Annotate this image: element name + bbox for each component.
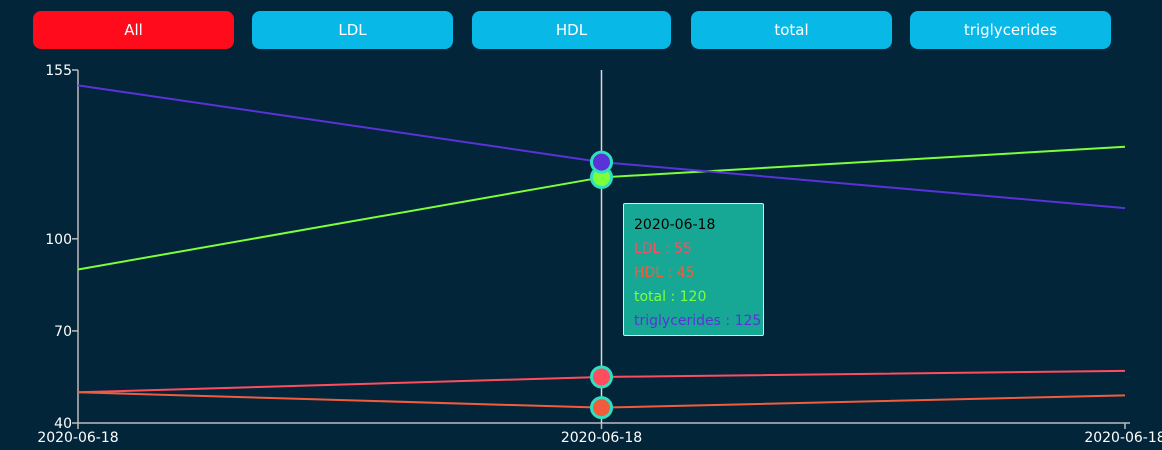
filter-bar: All LDL HDL total triglycerides (0, 0, 1162, 60)
hover-point-triglycerides (590, 150, 613, 174)
y-tick-label-100: 100 (45, 232, 72, 248)
y-tick-label-155: 155 (45, 63, 72, 79)
tooltip-line-hdl: HDL : 45 (634, 265, 695, 281)
chart-tooltip: 2020-06-18 LDL : 55 HDL : 45 total : 120… (623, 203, 764, 336)
tooltip-line-total: total : 120 (634, 289, 707, 305)
filter-total-button[interactable]: total (691, 11, 892, 49)
filter-triglycerides-button[interactable]: triglycerides (910, 11, 1111, 49)
y-tick-label-70: 70 (54, 324, 72, 340)
tooltip-line-ldl: LDL : 55 (634, 241, 692, 257)
filter-all-button[interactable]: All (33, 11, 234, 49)
hover-point-hdl (590, 396, 613, 420)
tooltip-title: 2020-06-18 (634, 217, 716, 233)
y-tick-label-40: 40 (54, 416, 72, 432)
tooltip-line-triglycerides: triglycerides : 125 (634, 313, 762, 329)
x-tick-label-1: 2020-06-18 (561, 430, 642, 446)
x-tick-label-0: 2020-06-18 (37, 430, 118, 446)
x-tick-label-2: 2020-06-18 (1084, 430, 1162, 446)
hover-point-ldl (590, 365, 613, 389)
filter-ldl-button[interactable]: LDL (252, 11, 453, 49)
filter-hdl-button[interactable]: HDL (472, 11, 671, 49)
